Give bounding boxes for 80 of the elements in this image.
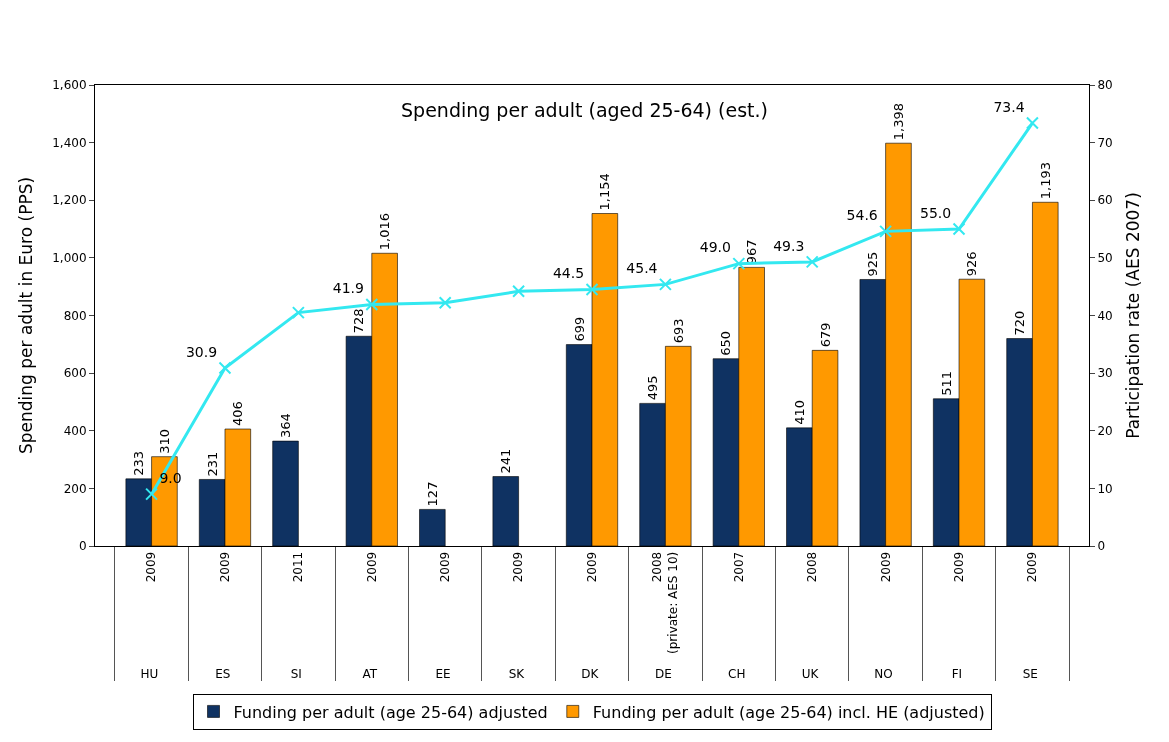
category-label: 2009 DK	[581, 551, 599, 681]
y-tick-label: 1,400	[52, 135, 87, 150]
data-label: 55.0	[919, 204, 952, 221]
y2-tick-label: 70	[1097, 135, 1113, 150]
y2-tick-label: 10	[1097, 481, 1113, 496]
category-label: 2008 UK	[801, 551, 820, 681]
data-label: 49.0	[699, 239, 731, 256]
data-label: 406	[230, 401, 246, 427]
data-label: 495	[645, 375, 661, 401]
legend-label: Funding per adult (age 25-64) adjusted	[233, 702, 548, 722]
data-label: 30.9	[185, 343, 218, 360]
y2-axis-title: Participation rate (AES 2007)	[1123, 192, 1144, 439]
category-label: 2009 FI	[951, 551, 966, 681]
y2-tick-label: 60	[1097, 193, 1113, 208]
point	[145, 487, 159, 501]
y-tick-label: 600	[63, 366, 87, 381]
data-label: 699	[571, 316, 587, 342]
text: Spending per adult (aged 25-64) (est.)	[401, 99, 768, 122]
point	[658, 277, 672, 291]
data-label: 1,193	[1037, 162, 1053, 200]
y2-tick-label: 30	[1097, 366, 1113, 381]
data-label: 44.5	[552, 265, 585, 282]
data-label: 1,016	[377, 213, 393, 251]
category-label: 2009 SK	[508, 551, 526, 681]
data-label: 41.9	[332, 280, 364, 297]
data-label: 127	[424, 481, 440, 507]
data-label: 241	[498, 448, 514, 474]
data-label: 233	[131, 451, 147, 476]
point	[438, 296, 452, 310]
data-label: 364	[278, 413, 294, 439]
data-label: 679	[817, 322, 833, 348]
category-label: 2011 SI	[290, 551, 306, 681]
data-label: 720	[1012, 310, 1028, 336]
y-tick-label: 1,000	[52, 251, 87, 266]
y-tick-label: 800	[63, 308, 87, 323]
y2-tick-label: 40	[1097, 308, 1113, 323]
y2-tick-label: 20	[1097, 423, 1113, 438]
point	[291, 306, 305, 320]
point	[585, 283, 599, 297]
category-label: 2009 NO	[874, 551, 893, 681]
data-label: 410	[791, 400, 807, 425]
category-label: 2007 CH	[728, 551, 746, 681]
data-label: 231	[204, 451, 220, 477]
y-tick-label: 0	[78, 539, 87, 554]
y-tick-label: 1,200	[52, 193, 87, 208]
data-label: 926	[964, 251, 980, 277]
data-label: 650	[718, 330, 734, 356]
data-label: 310	[156, 428, 172, 454]
legend-label: Funding per adult (age 25-64) incl. HE (adjusted)	[592, 702, 985, 722]
category-label: 2009 HU	[140, 551, 159, 681]
data-label: 54.6	[846, 206, 878, 223]
point	[218, 361, 232, 375]
point	[512, 284, 526, 298]
y2-tick-label: 80	[1097, 78, 1113, 93]
data-label: 73.4	[993, 98, 1025, 115]
point	[879, 224, 893, 238]
point	[952, 222, 966, 236]
y-tick-label: 1,600	[52, 78, 87, 93]
y-tick-label: 400	[63, 423, 87, 438]
data-label: 45.4	[626, 260, 658, 277]
category-label: 2009 ES	[215, 551, 232, 681]
y2-tick-label: 50	[1097, 251, 1113, 266]
category-label: 2009 EE	[435, 551, 453, 681]
y-tick-label: 200	[63, 481, 87, 496]
y-axis-title: Spending per adult in Euro (PPS)	[15, 176, 36, 455]
point	[365, 298, 379, 312]
point	[1025, 116, 1039, 130]
data-label: 1,154	[597, 173, 613, 211]
point	[732, 257, 746, 271]
category-label: 2009 SE	[1022, 551, 1040, 681]
category-label: 2008 (private: AES 10) DE	[650, 551, 681, 681]
point	[805, 255, 819, 269]
data-label: 728	[351, 308, 367, 334]
data-label: 49.3	[773, 237, 805, 254]
data-label: 693	[670, 318, 686, 344]
data-label: 1,398	[890, 102, 906, 141]
y2-tick-label: 0	[1097, 539, 1106, 554]
category-label: 2009 AT	[362, 551, 379, 681]
data-label: 925	[865, 251, 881, 277]
data-label: 511	[938, 370, 954, 396]
